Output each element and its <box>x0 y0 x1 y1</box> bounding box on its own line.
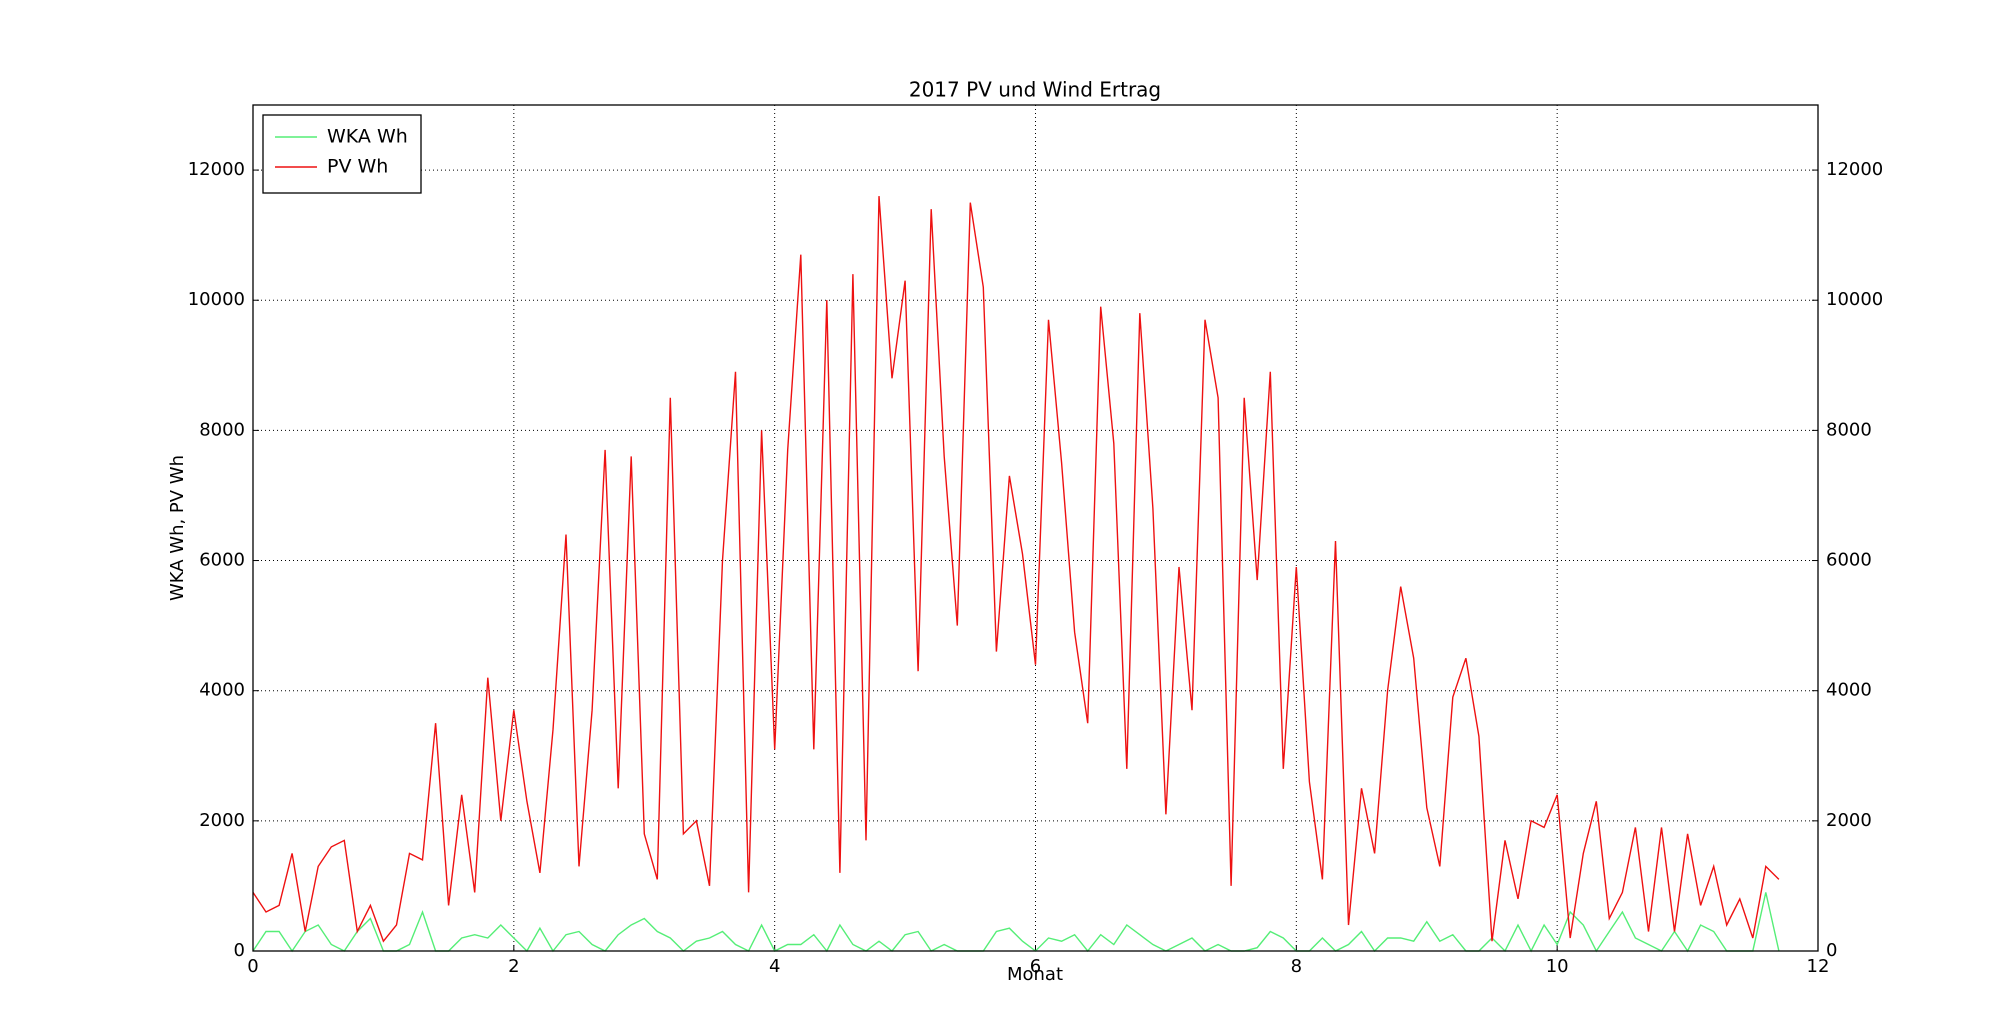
y-tick-label-right: 0 <box>1826 940 1837 961</box>
plot-frame <box>252 104 1819 952</box>
y-tick-label-right: 8000 <box>1826 419 1872 440</box>
series-line <box>252 892 1780 953</box>
series-line <box>252 196 1780 943</box>
chart-title: 2017 PV und Wind Ertrag <box>909 78 1161 102</box>
legend-box <box>262 114 422 194</box>
y-tick-label-right: 4000 <box>1826 680 1872 701</box>
y-tick-label-right: 12000 <box>1826 159 1883 180</box>
y-tick-label-right: 10000 <box>1826 289 1883 310</box>
y-tick-label: 2000 <box>199 810 245 831</box>
y-tick-label: 12000 <box>188 159 245 180</box>
x-tick-label: 6 <box>1030 956 1041 977</box>
legend-label: WKA Wh <box>327 126 408 148</box>
y-tick-label-right: 2000 <box>1826 810 1872 831</box>
x-tick-label: 2 <box>508 956 519 977</box>
legend-label: PV Wh <box>327 156 388 178</box>
x-tick-label: 8 <box>1291 956 1302 977</box>
x-tick-label: 12 <box>1807 956 1830 977</box>
y-tick-label-right: 6000 <box>1826 550 1872 571</box>
y-axis-label: WKA Wh, PV Wh <box>167 455 188 601</box>
y-tick-label: 0 <box>234 940 245 961</box>
y-tick-label: 10000 <box>188 289 245 310</box>
x-axis-label: Monat <box>1007 964 1063 985</box>
y-tick-label: 4000 <box>199 680 245 701</box>
x-tick-label: 10 <box>1546 956 1569 977</box>
x-tick-label: 0 <box>247 956 258 977</box>
y-tick-label: 8000 <box>199 419 245 440</box>
x-tick-label: 4 <box>769 956 780 977</box>
y-tick-label: 6000 <box>199 550 245 571</box>
